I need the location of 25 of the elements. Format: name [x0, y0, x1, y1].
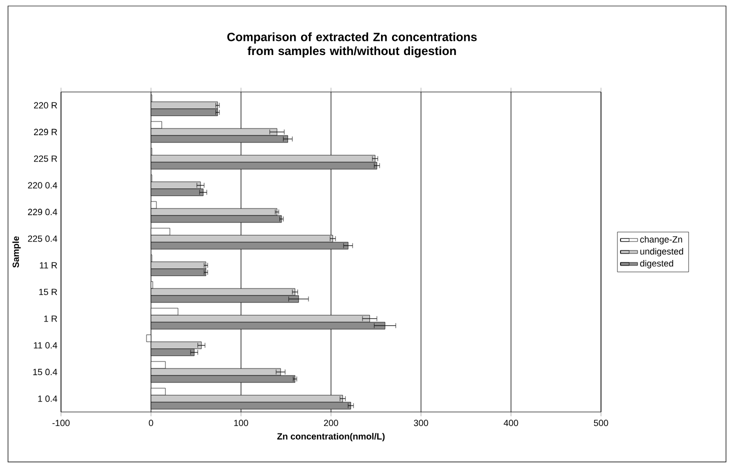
- legend-label: undigested: [640, 248, 684, 256]
- y-tick-label: 225 0.4: [28, 235, 58, 242]
- legend-label: digested: [640, 260, 674, 268]
- x-tick-label: 0: [148, 420, 154, 426]
- y-tick-label: 15 0.4: [33, 368, 58, 376]
- y-tick-label: 229 R: [34, 128, 58, 136]
- x-tick-label: -100: [52, 420, 70, 426]
- x-tick-label: 500: [594, 420, 608, 426]
- y-tick-label: 15 R: [39, 288, 58, 296]
- y-tick-label: 225 R: [34, 155, 58, 162]
- x-axis-title: Zn concentration(nmol/L): [277, 432, 385, 442]
- y-tick-label: 1 R: [44, 316, 58, 322]
- x-tick-label: 100: [234, 420, 248, 426]
- y-tick-label: 220 R: [34, 102, 58, 108]
- x-tick-label: 400: [504, 420, 518, 426]
- x-tick-label: 300: [414, 420, 428, 426]
- y-axis-title: Sample: [12, 236, 21, 268]
- chart-title: Comparison of extracted Zn concentrations from samples with/without digestion: [227, 32, 477, 58]
- y-tick-label: 1 0.4: [38, 395, 58, 402]
- y-tick-label: 220 0.4: [28, 182, 58, 188]
- y-tick-label: 11 0.4: [34, 342, 58, 348]
- x-tick-label: 200: [324, 420, 338, 426]
- y-tick-label: 229 0.4: [28, 208, 58, 216]
- y-tick-label: 11 R: [40, 262, 58, 268]
- legend-label: change-Zn: [640, 236, 682, 244]
